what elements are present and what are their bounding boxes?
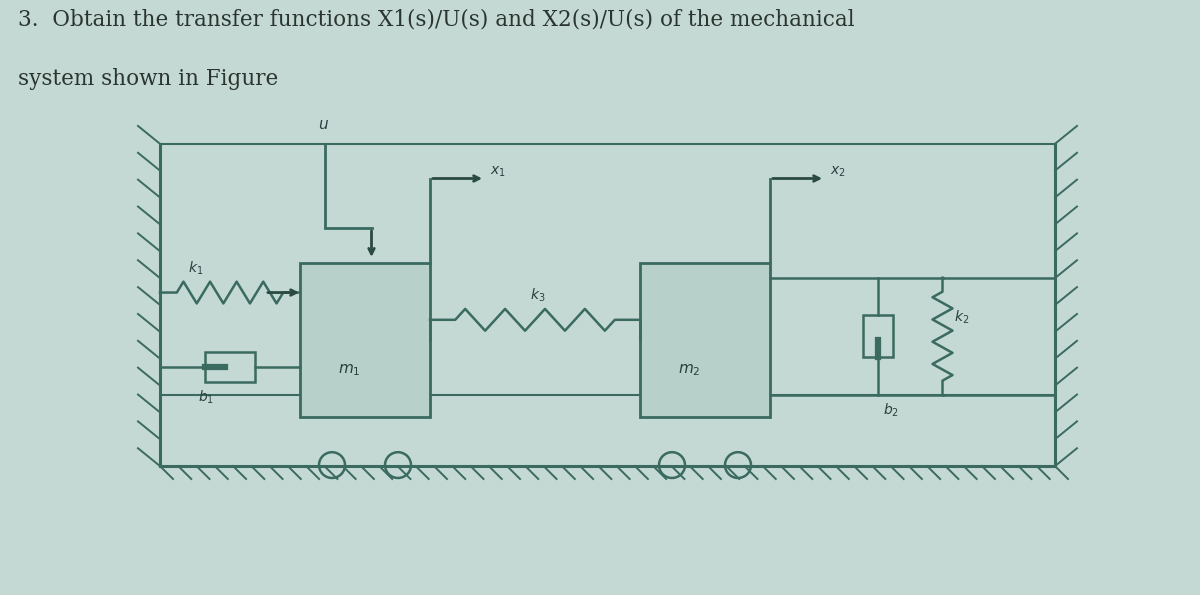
Text: 3.  Obtain the transfer functions X1(s)/U(s) and X2(s)/U(s) of the mechanical: 3. Obtain the transfer functions X1(s)/U… [18, 9, 854, 31]
Text: $k_1$: $k_1$ [188, 259, 203, 277]
Text: $k_3$: $k_3$ [530, 287, 546, 305]
Text: $x_2$: $x_2$ [830, 165, 846, 179]
Text: $m_2$: $m_2$ [678, 362, 701, 378]
Text: $b_2$: $b_2$ [882, 402, 899, 419]
Text: $m_1$: $m_1$ [338, 362, 361, 378]
Bar [863, 315, 893, 357]
Bar [205, 352, 256, 382]
Text: $b_1$: $b_1$ [198, 389, 214, 406]
Text: $u$: $u$ [318, 118, 329, 132]
Bar [300, 263, 430, 416]
Text: $x_1$: $x_1$ [490, 165, 506, 179]
Text: system shown in Figure: system shown in Figure [18, 68, 278, 90]
Bar [640, 263, 770, 416]
Text: $k_2$: $k_2$ [954, 308, 970, 325]
